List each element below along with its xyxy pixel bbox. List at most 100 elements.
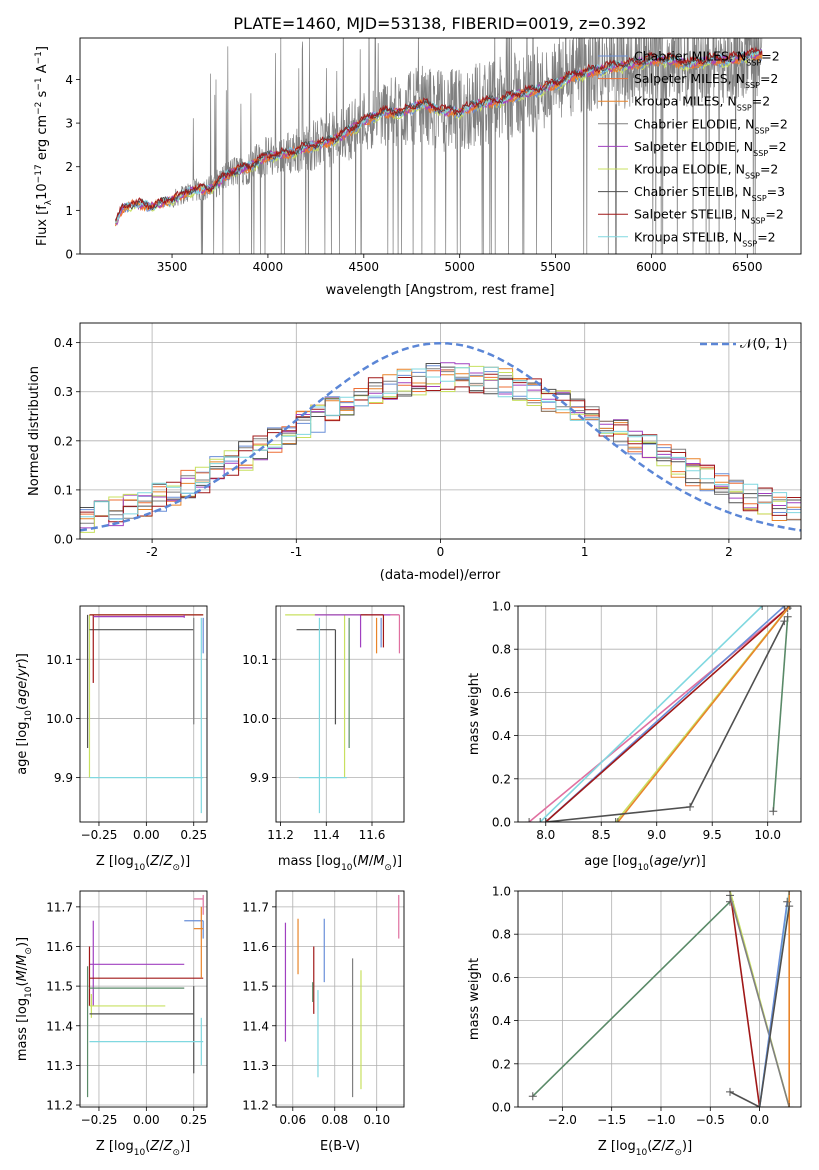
weight-age-series-0	[528, 606, 791, 822]
y-tick-label: 10.1	[46, 653, 73, 667]
spectrum-xlabel: wavelength [Angstrom, rest frame]	[326, 283, 555, 298]
y-tick-label: 11.4	[242, 1019, 269, 1033]
weight-age-marker	[783, 612, 792, 621]
mass-z-ylabel: mass [log10(M/M⊙)]	[15, 937, 34, 1061]
plot-content	[115, 38, 763, 254]
y-tick-label: 11.6	[46, 940, 73, 954]
x-tick-label: 0.00	[133, 1113, 160, 1127]
legend-label-salpeter_miles: Salpeter MILES, NSSP=2	[634, 71, 778, 90]
weight-vs-metallicity-panel: −2.0 −1.5 −1.0 −0.5 0.0 0.0 0.2 0.4 0.6 0.8 1.0 Z …	[467, 885, 802, 1158]
spectrum-ylabel: Flux [fλ10−17 erg cm−2 s−1 A−1]	[34, 46, 54, 246]
y-tick-label: 10.0	[242, 712, 269, 726]
weight-z-marker	[726, 1087, 735, 1096]
weight-z-marker	[785, 902, 794, 911]
mass-vs-ebv-plot: 0.06 0.08 0.10 11.2 11.3 11.4 11.5 11.6 11.7	[242, 890, 405, 1127]
weight-age-series-3	[545, 606, 791, 822]
x-tick-label: 8.5	[592, 828, 611, 842]
y-tick-label: 2	[65, 160, 73, 174]
weight-age-ylabel: mass weight	[467, 673, 482, 755]
axes-frame	[275, 890, 405, 1108]
normal-curve	[80, 341, 801, 532]
y-tick-label: 0.8	[492, 928, 511, 942]
plot-content	[86, 894, 204, 1098]
y-tick-label: 1.0	[492, 885, 511, 899]
y-tick-label: 11.4	[46, 1019, 73, 1033]
y-tick-label: 11.5	[242, 980, 269, 994]
x-tick-label: 5500	[540, 260, 571, 274]
x-tick-label: 6500	[732, 260, 763, 274]
weight-z-series-0	[532, 901, 731, 1097]
weight-age-marker	[611, 818, 620, 822]
axes-frame	[79, 890, 208, 1108]
plot-content	[86, 614, 204, 814]
x-tick-label: 11.6	[359, 828, 386, 842]
weight-z-marker	[726, 891, 735, 900]
axes-frame	[79, 322, 802, 540]
weight-age-marker	[785, 606, 794, 610]
y-tick-label: 11.3	[242, 1059, 269, 1073]
y-tick-label: 11.3	[46, 1059, 73, 1073]
x-tick-label: 0	[437, 545, 445, 559]
weight-age-marker	[541, 818, 550, 822]
histogram-step-salpeter_stelib	[80, 373, 801, 523]
x-tick-label: 0.25	[180, 828, 207, 842]
x-tick-label: 6000	[636, 260, 667, 274]
x-tick-label: 0.25	[180, 1113, 207, 1127]
legend-label-chabrier_stelib: Chabrier STELIB, NSSP=3	[634, 184, 785, 203]
weight-z-ylabel: mass weight	[467, 958, 482, 1040]
x-tick-label: 0.08	[321, 1113, 348, 1127]
x-tick-label: 11.2	[267, 828, 294, 842]
y-tick-label: 0.4	[492, 1014, 511, 1028]
residual-histogram-panel: -2 -1 0 1 2 0.0 0.1 0.2 0.3 0.4 𝒩(0, 1) (data-mod…	[27, 322, 802, 583]
x-tick-label: −0.25	[81, 828, 118, 842]
weight-z-xlabel: Z [log10(Z/Z⊙)]	[598, 1139, 692, 1158]
weight-age-marker	[613, 818, 622, 822]
x-tick-label: -1	[290, 545, 302, 559]
x-tick-label: −2.0	[548, 1113, 577, 1127]
age-vs-mass-plot: 11.2 11.4 11.6 9.9 10.0 10.1	[242, 605, 405, 842]
y-tick-label: 11.2	[46, 1099, 73, 1113]
histogram-step-kroupa_stelib	[80, 366, 801, 520]
y-tick-label: 1.0	[492, 600, 511, 614]
y-tick-label: 11.6	[242, 940, 269, 954]
y-tick-label: 0.6	[492, 686, 511, 700]
legend-label-chabrier_elodie: Chabrier ELODIE, NSSP=2	[634, 116, 788, 135]
legend-label-kroupa_elodie: Kroupa ELODIE, NSSP=2	[634, 162, 778, 181]
y-tick-label: 10.0	[46, 712, 73, 726]
age-z-xlabel: Z [log10(Z/Z⊙)]	[96, 854, 190, 873]
x-tick-label: 0.06	[279, 1113, 306, 1127]
x-tick-label: 0.0	[750, 1113, 769, 1127]
spectrum-data-line	[115, 38, 763, 254]
legend-label-chabrier_miles: Chabrier MILES, NSSP=2	[634, 49, 780, 68]
plot-content	[284, 894, 400, 1098]
x-tick-label: −1.5	[597, 1113, 626, 1127]
weight-age-marker	[525, 818, 534, 822]
y-tick-label: 10.1	[242, 653, 269, 667]
histogram-step-kroupa_elodie	[80, 365, 801, 533]
weight-z-series-7	[729, 905, 790, 1107]
axes-frame	[517, 890, 802, 1108]
histogram-ylabel: Normed distribution	[27, 366, 42, 496]
age-vs-mass-panel: 11.2 11.4 11.6 9.9 10.0 10.1 mass [log10(M/M⊙…	[242, 605, 405, 873]
age-z-ylabel: age [log10(age/yr)]	[15, 653, 34, 775]
x-tick-label: -2	[146, 545, 158, 559]
x-tick-label: −1.0	[646, 1113, 675, 1127]
weight-age-series-7	[772, 616, 789, 812]
y-tick-label: 0.3	[54, 385, 73, 399]
mass-vs-metallicity-panel: −0.25 0.00 0.25 11.2 11.3 11.4 11.5 11.6 11.7 Z …	[15, 890, 208, 1158]
age-mass-xlabel: mass [log10(M/M⊙)]	[278, 854, 402, 873]
weight-age-marker	[536, 818, 545, 822]
x-tick-label: 10.0	[754, 828, 781, 842]
y-tick-label: 0.2	[492, 1057, 511, 1071]
mass-vs-ebv-panel: 0.06 0.08 0.10 11.2 11.3 11.4 11.5 11.6 11.7 E(B…	[242, 890, 405, 1154]
weight-age-marker	[758, 606, 767, 610]
y-tick-label: 0.6	[492, 971, 511, 985]
x-tick-label: 0.00	[133, 828, 160, 842]
y-tick-label: 0.4	[492, 729, 511, 743]
weight-age-xlabel: age [log10(age/yr)]	[584, 854, 706, 873]
axes-frame	[517, 605, 802, 823]
y-tick-label: 0.1	[54, 483, 73, 497]
x-tick-label: 2	[725, 545, 733, 559]
plot-content	[525, 606, 794, 822]
